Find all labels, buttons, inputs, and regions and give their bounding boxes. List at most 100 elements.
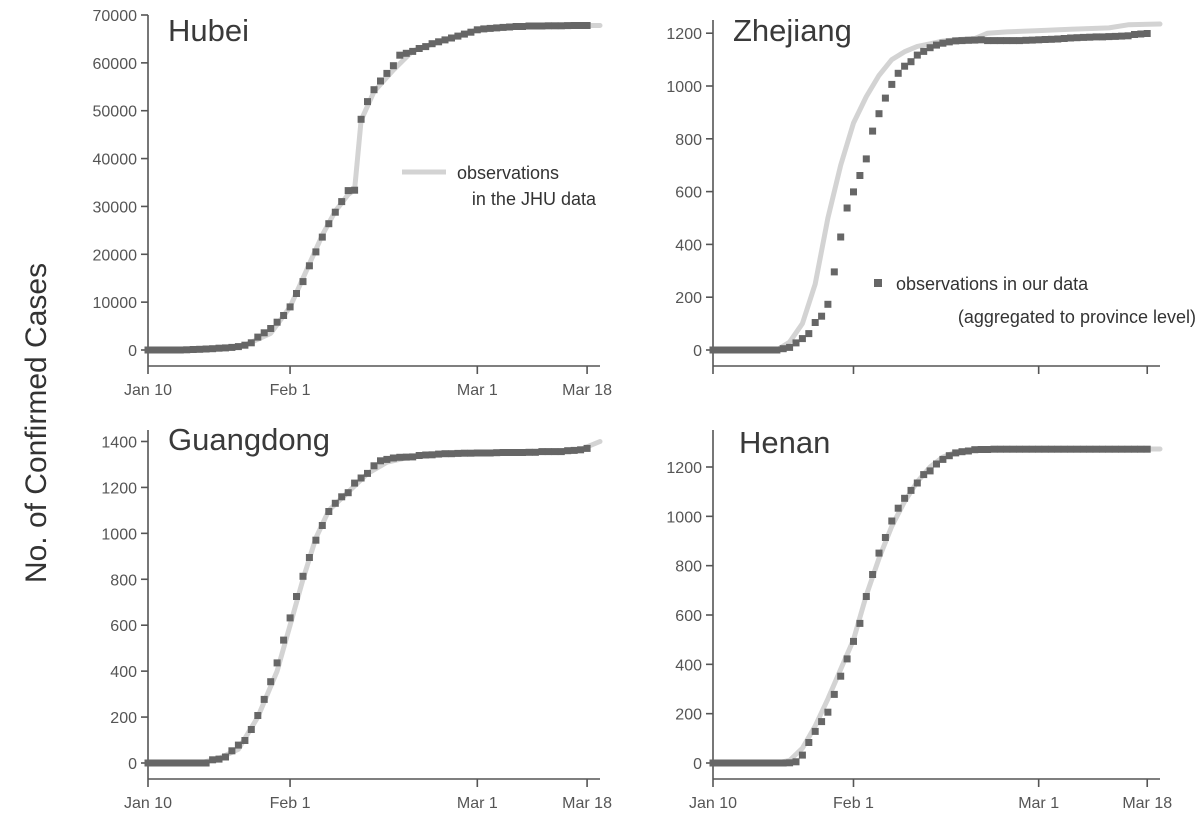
- data-point: [1079, 445, 1087, 453]
- data-point: [1022, 445, 1030, 453]
- data-point: [779, 345, 787, 353]
- data-point: [811, 319, 819, 326]
- data-point: [1137, 30, 1145, 38]
- data-point: [467, 449, 475, 457]
- data-point: [843, 655, 851, 663]
- data-point: [428, 451, 436, 459]
- y-tick-label: 1000: [101, 526, 137, 543]
- data-point: [460, 449, 468, 457]
- data-point: [267, 678, 275, 686]
- data-point: [480, 25, 488, 33]
- data-point: [926, 44, 934, 52]
- data-point: [773, 759, 781, 767]
- data-point: [293, 290, 300, 297]
- data-point: [945, 38, 953, 46]
- data-point: [869, 571, 877, 578]
- data-point: [222, 344, 229, 352]
- data-point: [996, 445, 1004, 453]
- data-point: [467, 28, 475, 36]
- data-point: [499, 449, 507, 456]
- data-point: [798, 335, 806, 343]
- panel-title: Guangdong: [168, 422, 330, 457]
- y-tick-label: 70000: [93, 8, 138, 25]
- data-point: [370, 462, 378, 470]
- data-point: [409, 47, 417, 55]
- data-point: [1028, 445, 1036, 453]
- data-point: [247, 726, 255, 733]
- data-point: [480, 449, 488, 457]
- data-point: [402, 49, 410, 57]
- data-point: [422, 43, 430, 51]
- data-point: [299, 572, 307, 580]
- data-point: [811, 727, 819, 735]
- x-tick-label: Mar 18: [1122, 795, 1172, 812]
- data-point: [850, 637, 857, 645]
- data-point: [286, 303, 294, 311]
- data-point: [260, 329, 268, 337]
- data-point: [273, 318, 281, 326]
- data-point: [331, 499, 339, 507]
- data-point: [415, 452, 423, 459]
- data-point: [1003, 37, 1011, 45]
- data-point: [786, 343, 794, 351]
- data-point: [715, 346, 723, 354]
- data-point: [913, 51, 921, 59]
- data-point: [1009, 445, 1017, 453]
- data-point: [370, 86, 378, 94]
- data-point: [364, 469, 371, 477]
- data-point: [709, 346, 717, 354]
- data-point: [837, 233, 845, 241]
- data-point: [792, 758, 800, 766]
- data-point: [499, 23, 507, 31]
- data-point: [754, 759, 762, 767]
- chart-henan: Henan 0 200 400 600 800 1000 1200 Jan 10 Feb 1 Mar…: [666, 425, 1172, 812]
- y-tick-label: 200: [675, 290, 702, 307]
- data-point: [722, 759, 730, 767]
- data-point: [1124, 32, 1132, 40]
- data-point: [325, 220, 333, 228]
- x-tick-label: Jan 10: [124, 382, 172, 399]
- data-point: [843, 204, 851, 212]
- y-tick-label: 30000: [93, 199, 138, 216]
- data-point: [939, 39, 947, 47]
- data-point: [286, 614, 294, 622]
- legend-ours-label-line1: observations in our data: [896, 274, 1089, 294]
- y-tick-label: 1200: [101, 480, 137, 497]
- data-point: [318, 522, 326, 529]
- y-tick-label: 400: [110, 664, 137, 681]
- data-point: [952, 449, 960, 457]
- data-point: [875, 110, 883, 118]
- x-tick-label: Mar 1: [457, 382, 498, 399]
- y-tick-label: 1400: [101, 434, 137, 451]
- data-point: [996, 37, 1004, 45]
- y-tick-label: 60000: [93, 56, 138, 73]
- y-tick-label: 40000: [93, 152, 138, 169]
- legend-ours-swatch: [874, 279, 882, 287]
- data-point: [990, 445, 998, 453]
- data-point: [473, 26, 481, 34]
- data-point: [1022, 36, 1030, 44]
- legend-jhu: observations in the JHU data: [402, 163, 597, 209]
- x-tick-label: Mar 18: [562, 382, 612, 399]
- data-point: [1118, 32, 1126, 40]
- data-point: [357, 474, 365, 482]
- legend-ours-label-line2: (aggregated to province level): [958, 307, 1196, 327]
- data-point: [786, 759, 794, 767]
- panel-title: Hubei: [168, 13, 249, 48]
- data-point: [875, 549, 883, 557]
- data-point: [557, 22, 565, 30]
- data-point: [1060, 445, 1068, 453]
- chart-guangdong: Guangdong 0 200 400 600 800 1000 1200 1400 Jan 10…: [101, 422, 612, 812]
- data-point: [1016, 37, 1023, 45]
- data-point: [939, 455, 947, 463]
- data-point: [735, 759, 742, 767]
- data-point: [377, 457, 384, 465]
- data-point: [964, 36, 972, 44]
- data-point: [280, 636, 288, 644]
- data-point: [344, 187, 352, 195]
- data-point: [157, 346, 165, 354]
- data-point: [170, 759, 178, 767]
- data-point: [422, 451, 430, 459]
- data-point: [583, 444, 591, 452]
- data-point: [525, 448, 533, 456]
